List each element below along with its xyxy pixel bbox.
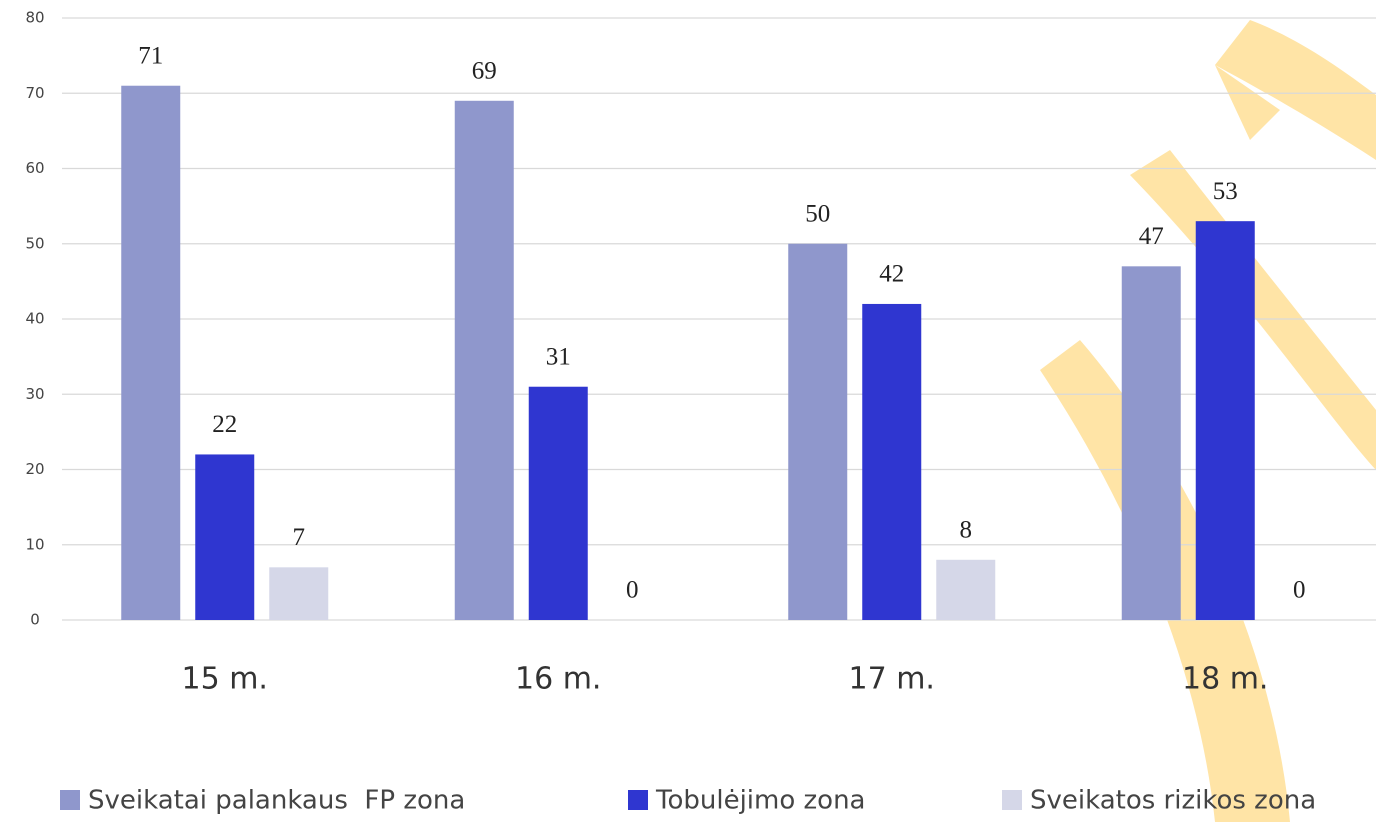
y-tick-label: 20 [25,460,44,478]
bar [936,559,996,620]
y-tick-label: 0 [30,611,40,629]
y-tick-label: 80 [25,9,44,27]
legend-swatch [60,790,80,810]
bar [1195,221,1255,621]
bar [454,100,514,620]
legend-label: Sveikatos rizikos zona [1030,786,1316,816]
data-label: 47 [1139,223,1164,250]
x-tick-label: 17 m. [849,662,935,697]
legend-swatch [628,790,648,810]
bars [121,85,1255,621]
data-label: 0 [1293,577,1306,604]
data-label: 50 [805,200,830,227]
bar [788,243,848,620]
data-label: 8 [960,517,973,544]
data-label: 53 [1213,178,1238,205]
bar [269,567,329,620]
x-tick-label: 16 m. [515,662,601,697]
data-label: 42 [879,261,904,288]
y-tick-label: 50 [25,234,44,252]
legend-label: Tobulėjimo zona [655,786,866,816]
y-tick-label: 40 [25,310,44,328]
bar [862,303,922,620]
bar [121,85,181,621]
grid [62,17,1376,621]
x-tick-label: 15 m. [182,662,268,697]
data-label: 0 [626,577,639,604]
data-label: 22 [212,411,237,438]
data-label: 71 [138,42,163,69]
legend-swatch [1002,790,1022,810]
y-tick-label: 10 [25,535,44,553]
bar [528,386,588,620]
bar [195,454,255,620]
x-tick-label: 18 m. [1182,662,1268,697]
data-label: 31 [546,343,571,370]
data-label: 7 [293,524,306,551]
y-tick-label: 70 [25,84,44,102]
data-label: 69 [472,58,497,85]
y-tick-label: 60 [25,159,44,177]
bar [1121,266,1181,620]
legend-label: Sveikatai palankaus FP zona [88,786,465,816]
y-tick-label: 30 [25,385,44,403]
